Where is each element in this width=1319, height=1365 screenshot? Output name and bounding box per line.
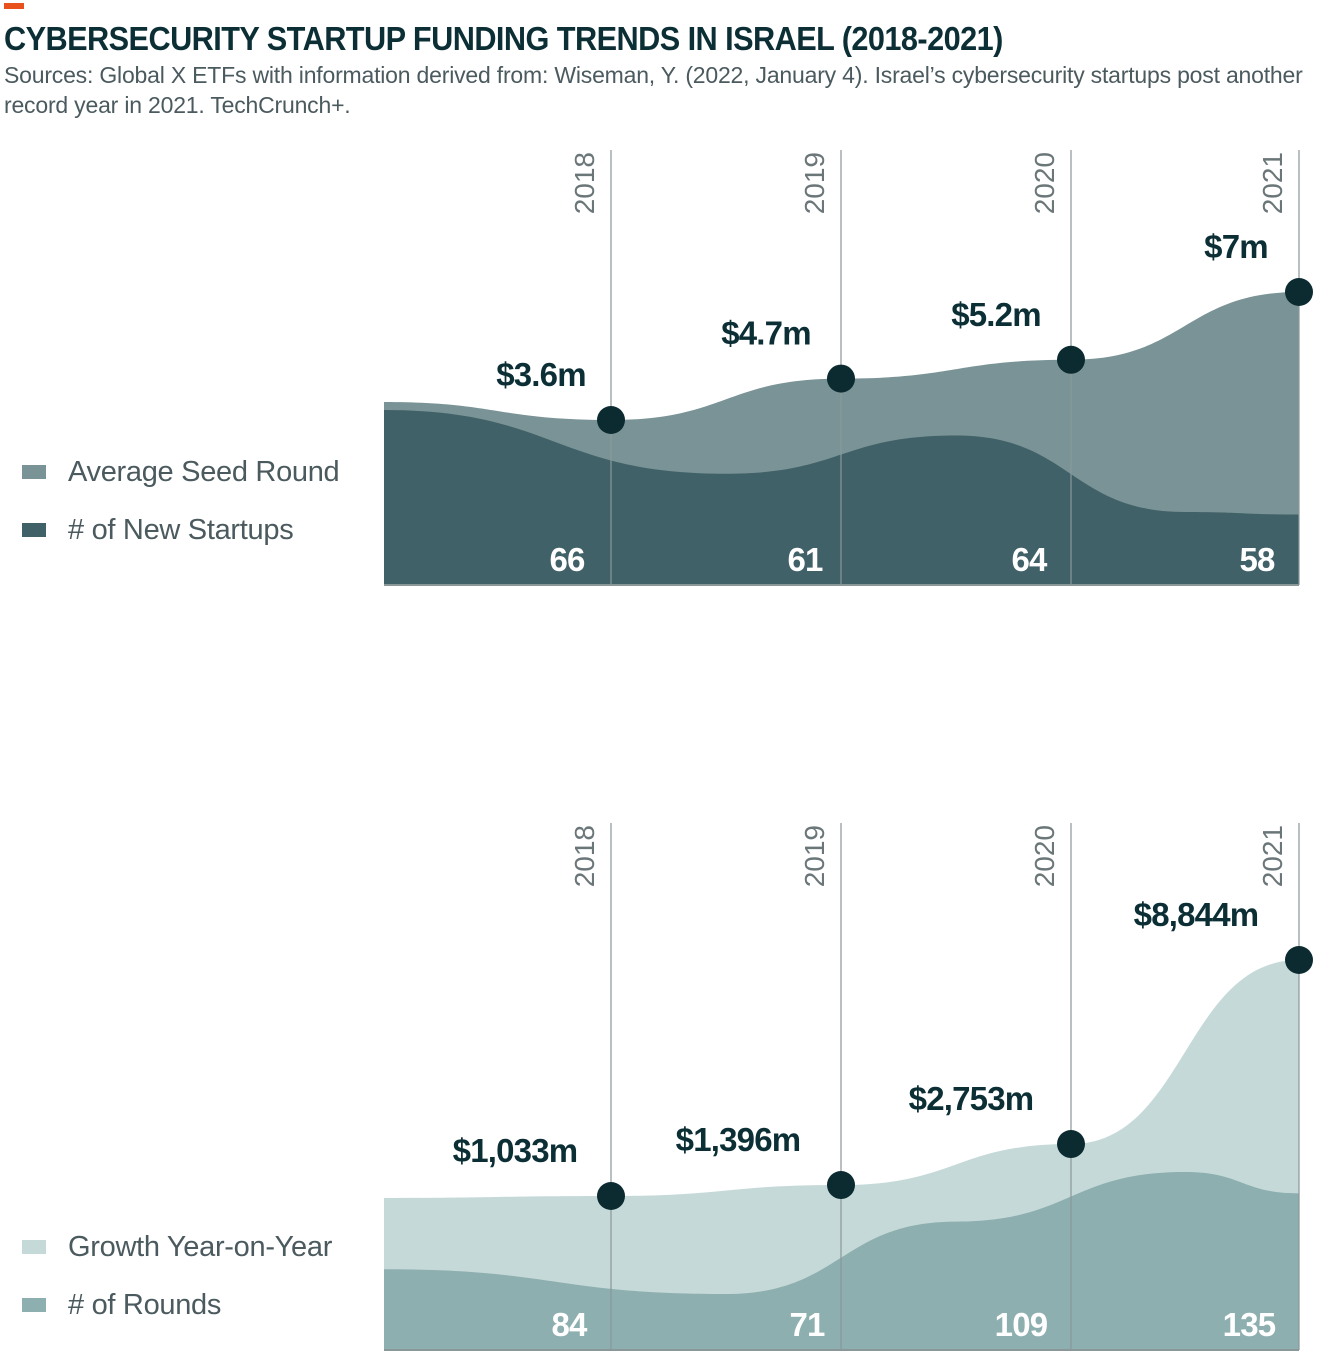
value-label-2018: $1,033m — [453, 1132, 578, 1169]
legend-bottom: Growth Year-on-Year # of Rounds — [22, 1218, 332, 1334]
value-label-2020: $2,753m — [909, 1080, 1034, 1117]
value-label-2021: $8,844m — [1134, 896, 1259, 933]
year-label-2021: 2021 — [1257, 152, 1288, 214]
legend-item-new-startups: # of New Startups — [22, 501, 339, 559]
year-label-2020: 2020 — [1029, 152, 1060, 214]
source-note: Sources: Global X ETFs with information … — [4, 62, 1303, 118]
year-label-2020: 2020 — [1029, 825, 1060, 887]
marker-2018 — [597, 406, 625, 434]
marker-2018 — [597, 1182, 625, 1210]
marker-2020 — [1057, 345, 1085, 374]
value-label-2020: $5.2m — [951, 296, 1041, 333]
count-label-2019: 71 — [789, 1306, 825, 1343]
year-label-2018: 2018 — [569, 152, 600, 214]
count-label-2018: 66 — [549, 541, 585, 578]
legend-swatch-new-startups — [22, 523, 46, 537]
value-label-2019: $1,396m — [676, 1121, 801, 1158]
marker-2019 — [827, 1171, 855, 1200]
count-label-2021: 135 — [1223, 1306, 1276, 1343]
year-label-2018: 2018 — [569, 825, 600, 887]
count-label-2019: 61 — [787, 541, 823, 578]
chart-funding-rounds: 2018 2019 2020 2021 $1,033m 84 $1,396m 71 $2,753… — [384, 823, 1313, 1351]
marker-2021 — [1285, 278, 1313, 306]
chart-funding-seed: 2018 2019 2020 2021 $3.6m 66 $4.7m 61 $5.2m 64 $7m… — [384, 150, 1313, 586]
legend-swatch-rounds — [22, 1298, 46, 1312]
count-label-2021: 58 — [1239, 541, 1275, 578]
value-label-2021: $7m — [1204, 228, 1268, 265]
year-label-2021: 2021 — [1257, 825, 1288, 887]
accent-bar — [4, 3, 24, 9]
marker-2021 — [1285, 946, 1313, 974]
count-label-2020: 109 — [995, 1306, 1048, 1343]
legend-item-average-seed-round: Average Seed Round — [22, 443, 340, 501]
legend-label: Average Seed Round — [68, 455, 340, 488]
chart-title: CYBERSECURITY STARTUP FUNDING TRENDS IN … — [4, 20, 1003, 57]
legend-swatch-growth-year-on-year — [22, 1240, 46, 1254]
legend-top: Average Seed Round # of New Startups — [22, 443, 340, 559]
year-label-2019: 2019 — [799, 825, 830, 887]
legend-swatch-average-seed-round — [22, 465, 46, 479]
legend-label: # of Rounds — [68, 1288, 222, 1321]
legend-item-rounds: # of Rounds — [22, 1276, 332, 1334]
legend-label: Growth Year-on-Year — [68, 1230, 333, 1263]
marker-2019 — [827, 364, 855, 393]
count-label-2020: 64 — [1011, 541, 1048, 578]
count-label-2018: 84 — [551, 1306, 588, 1343]
legend-item-growth-year-on-year: Growth Year-on-Year — [22, 1218, 332, 1276]
value-label-2019: $4.7m — [721, 315, 811, 352]
legend-label: # of New Startups — [68, 513, 294, 546]
year-label-2019: 2019 — [799, 152, 830, 214]
marker-2020 — [1057, 1130, 1085, 1159]
value-label-2018: $3.6m — [496, 356, 586, 393]
